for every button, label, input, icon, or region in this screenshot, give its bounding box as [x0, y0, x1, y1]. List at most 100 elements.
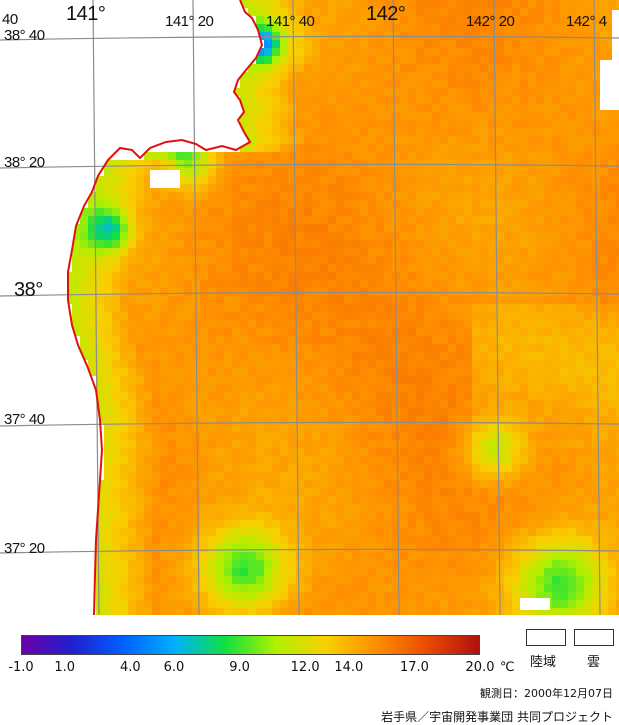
- sst-pixel: [296, 24, 304, 32]
- sst-pixel: [344, 256, 352, 264]
- sst-pixel: [384, 384, 392, 392]
- sst-pixel: [352, 136, 360, 144]
- sst-pixel: [320, 192, 328, 200]
- sst-pixel: [344, 56, 352, 64]
- sst-pixel: [560, 472, 568, 480]
- sst-pixel: [560, 104, 568, 112]
- sst-pixel: [192, 208, 200, 216]
- sst-pixel: [360, 296, 368, 304]
- sst-pixel: [264, 480, 272, 488]
- sst-pixel: [544, 344, 552, 352]
- sst-pixel: [600, 320, 608, 328]
- sst-pixel: [160, 160, 168, 168]
- sst-pixel: [552, 0, 560, 8]
- sst-pixel: [512, 48, 520, 56]
- sst-pixel: [416, 504, 424, 512]
- sst-pixel: [560, 24, 568, 32]
- sst-pixel: [336, 488, 344, 496]
- sst-pixel: [120, 264, 128, 272]
- sst-pixel: [256, 568, 264, 576]
- sst-pixel: [280, 112, 288, 120]
- sst-pixel: [280, 48, 288, 56]
- sst-pixel: [264, 0, 272, 8]
- sst-pixel: [448, 432, 456, 440]
- sst-pixel: [80, 232, 88, 240]
- sst-pixel: [432, 536, 440, 544]
- sst-pixel: [312, 88, 320, 96]
- sst-pixel: [232, 576, 240, 584]
- sst-pixel: [448, 376, 456, 384]
- sst-pixel: [608, 296, 616, 304]
- sst-pixel: [136, 560, 144, 568]
- sst-pixel: [136, 376, 144, 384]
- sst-pixel: [256, 96, 264, 104]
- sst-pixel: [504, 552, 512, 560]
- sst-pixel: [232, 608, 240, 615]
- sst-pixel: [552, 280, 560, 288]
- unit-label: ℃: [500, 660, 515, 675]
- sst-pixel: [536, 496, 544, 504]
- sst-pixel: [560, 464, 568, 472]
- sst-pixel: [272, 592, 280, 600]
- sst-pixel: [80, 256, 88, 264]
- sst-pixel: [304, 168, 312, 176]
- sst-pixel: [264, 392, 272, 400]
- sst-pixel: [528, 104, 536, 112]
- sst-pixel: [600, 448, 608, 456]
- sst-pixel: [168, 216, 176, 224]
- sst-pixel: [392, 216, 400, 224]
- sst-pixel: [512, 552, 520, 560]
- sst-pixel: [104, 232, 112, 240]
- sst-pixel: [536, 72, 544, 80]
- sst-pixel: [264, 496, 272, 504]
- sst-pixel: [584, 56, 592, 64]
- sst-pixel: [336, 560, 344, 568]
- sst-pixel: [608, 328, 616, 336]
- sst-pixel: [352, 448, 360, 456]
- sst-pixel: [120, 392, 128, 400]
- sst-pixel: [136, 480, 144, 488]
- sst-pixel: [560, 432, 568, 440]
- sst-pixel: [176, 312, 184, 320]
- sst-pixel: [224, 208, 232, 216]
- sst-pixel: [576, 480, 584, 488]
- sst-pixel: [512, 168, 520, 176]
- sst-pixel: [192, 240, 200, 248]
- sst-pixel: [88, 320, 96, 328]
- sst-pixel: [312, 248, 320, 256]
- sst-pixel: [400, 552, 408, 560]
- sst-pixel: [248, 448, 256, 456]
- sst-pixel: [432, 256, 440, 264]
- sst-pixel: [456, 264, 464, 272]
- sst-pixel: [216, 440, 224, 448]
- sst-pixel: [264, 544, 272, 552]
- sst-pixel: [424, 496, 432, 504]
- sst-pixel: [112, 448, 120, 456]
- sst-pixel: [504, 64, 512, 72]
- sst-pixel: [456, 328, 464, 336]
- sst-pixel: [184, 288, 192, 296]
- sst-pixel: [616, 328, 619, 336]
- sst-pixel: [608, 232, 616, 240]
- sst-pixel: [464, 120, 472, 128]
- sst-pixel: [272, 152, 280, 160]
- sst-pixel: [96, 560, 104, 568]
- sst-pixel: [400, 592, 408, 600]
- sst-pixel: [504, 312, 512, 320]
- sst-pixel: [552, 312, 560, 320]
- parallel-line: [0, 35, 619, 41]
- sst-pixel: [352, 184, 360, 192]
- sst-pixel: [488, 456, 496, 464]
- sst-pixel: [384, 376, 392, 384]
- sst-pixel: [528, 584, 536, 592]
- sst-pixel: [216, 600, 224, 608]
- sst-pixel: [600, 224, 608, 232]
- sst-pixel: [616, 264, 619, 272]
- sst-pixel: [160, 384, 168, 392]
- sst-pixel: [120, 480, 128, 488]
- sst-pixel: [560, 232, 568, 240]
- sst-pixel: [264, 24, 272, 32]
- sst-pixel: [592, 296, 600, 304]
- sst-pixel: [392, 104, 400, 112]
- sst-pixel: [224, 560, 232, 568]
